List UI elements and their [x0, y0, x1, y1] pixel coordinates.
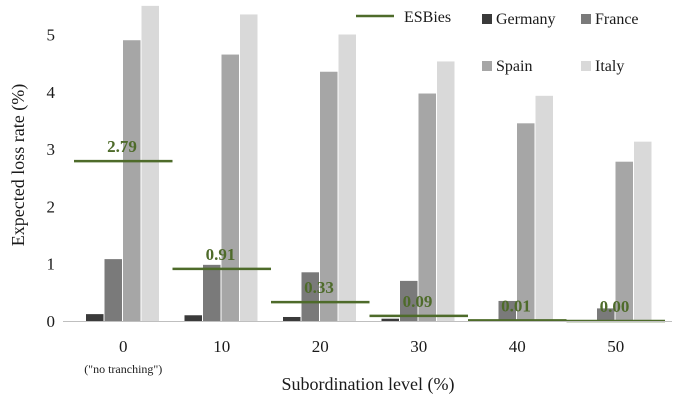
- x-tick-label-30: 30: [410, 337, 427, 356]
- legend-label-germany: Germany: [496, 11, 556, 28]
- legend-label-spain: Spain: [496, 58, 532, 75]
- y-tick-label-5: 5: [47, 26, 56, 45]
- esbies-layer: 2.79 0.91 0.33 0.09 0.01 0.00: [74, 137, 665, 323]
- legend-swatch-france: [581, 14, 591, 24]
- bar-france-10: [203, 264, 221, 321]
- y-tick-label-3: 3: [47, 140, 56, 159]
- bar-germany-0: [86, 314, 104, 321]
- bar-spain-0: [123, 40, 141, 321]
- esbies-value-label-20: 0.33: [304, 278, 334, 297]
- x-tick-sublabel-0: ("no tranching"): [84, 362, 162, 376]
- x-tick-label-0: 0: [119, 337, 128, 356]
- legend: ESBies Germany France Spain Italy: [356, 9, 639, 75]
- legend-label-france: France: [595, 11, 639, 28]
- esbies-value-label-0: 2.79: [107, 137, 137, 156]
- bars-layer: [86, 5, 652, 322]
- bar-france-20: [301, 272, 319, 321]
- bar-spain-30: [418, 93, 436, 321]
- bar-france-0: [104, 259, 122, 321]
- bar-germany-30: [381, 318, 399, 321]
- legend-swatch-germany: [482, 14, 492, 24]
- bar-italy-20: [338, 34, 356, 321]
- x-tick-label-50: 50: [607, 337, 624, 356]
- bar-italy-0: [141, 5, 159, 321]
- y-axis-ticks: 0 1 2 3 4 5: [47, 26, 56, 332]
- bar-france-40: [498, 300, 516, 321]
- x-tick-label-40: 40: [509, 337, 526, 356]
- y-tick-label-0: 0: [47, 312, 56, 331]
- y-axis-title: Expected loss rate (%): [8, 84, 29, 246]
- x-tick-label-10: 10: [213, 337, 230, 356]
- bar-germany-20: [283, 316, 301, 321]
- legend-label-italy: Italy: [595, 58, 624, 75]
- bar-france-50: [597, 308, 615, 321]
- esbies-value-label-30: 0.09: [403, 292, 433, 311]
- x-tick-label-20: 20: [312, 337, 329, 356]
- esbies-value-label-50: 0.00: [600, 297, 630, 316]
- bar-italy-30: [437, 61, 455, 321]
- esbies-value-label-40: 0.01: [501, 296, 531, 315]
- x-axis-ticks: 0 ("no tranching") 10 20 30 40 50: [84, 337, 624, 376]
- legend-swatch-spain: [482, 61, 492, 71]
- bar-spain-20: [320, 71, 338, 322]
- esbies-value-label-10: 0.91: [206, 245, 236, 264]
- y-tick-label-2: 2: [47, 197, 56, 216]
- bar-italy-50: [634, 141, 652, 321]
- y-tick-label-1: 1: [47, 255, 56, 274]
- bar-spain-40: [517, 123, 535, 321]
- bar-france-30: [400, 280, 418, 321]
- bar-spain-10: [221, 54, 239, 322]
- bar-spain-50: [615, 161, 633, 321]
- bar-italy-40: [535, 95, 553, 321]
- y-tick-label-4: 4: [47, 83, 56, 102]
- legend-label-esbies: ESBies: [404, 9, 451, 26]
- bar-italy-10: [240, 14, 258, 321]
- bar-germany-10: [184, 315, 202, 321]
- legend-swatch-italy: [581, 61, 591, 71]
- x-axis-title: Subordination level (%): [282, 374, 455, 395]
